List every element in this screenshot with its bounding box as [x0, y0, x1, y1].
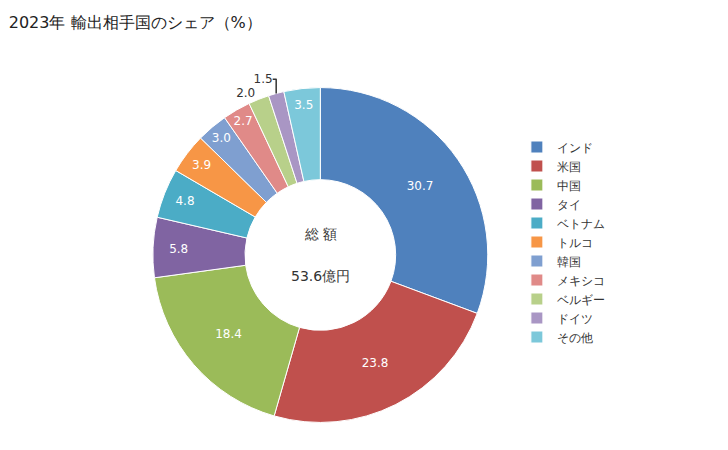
svg-text:3.5: 3.5	[294, 98, 313, 112]
svg-text:5.8: 5.8	[169, 242, 188, 256]
svg-text:1.5: 1.5	[254, 72, 273, 86]
svg-text:ベルギー: ベルギー	[557, 293, 605, 307]
svg-text:23.8: 23.8	[362, 356, 389, 370]
svg-text:53.6億円: 53.6億円	[291, 268, 350, 284]
svg-text:2023年 輸出相手国のシェア（%）: 2023年 輸出相手国のシェア（%）	[9, 13, 262, 32]
svg-text:ドイツ: ドイツ	[557, 312, 593, 326]
svg-text:4.8: 4.8	[175, 194, 194, 208]
svg-text:18.4: 18.4	[215, 327, 242, 341]
svg-text:トルコ: トルコ	[557, 236, 593, 250]
svg-text:米国: 米国	[557, 160, 581, 174]
svg-text:3.9: 3.9	[192, 158, 211, 172]
svg-text:総 額: 総 額	[304, 226, 337, 242]
svg-text:3.0: 3.0	[212, 131, 231, 145]
svg-text:2.0: 2.0	[236, 86, 255, 100]
svg-text:中国: 中国	[557, 179, 581, 193]
svg-text:タイ: タイ	[557, 198, 581, 212]
svg-text:その他: その他	[557, 331, 593, 345]
svg-text:2.7: 2.7	[234, 114, 253, 128]
svg-text:メキシコ: メキシコ	[557, 274, 605, 288]
svg-text:韓国: 韓国	[557, 255, 581, 269]
svg-text:インド: インド	[557, 141, 593, 155]
svg-text:30.7: 30.7	[407, 179, 434, 193]
svg-text:ベトナム: ベトナム	[557, 217, 605, 231]
